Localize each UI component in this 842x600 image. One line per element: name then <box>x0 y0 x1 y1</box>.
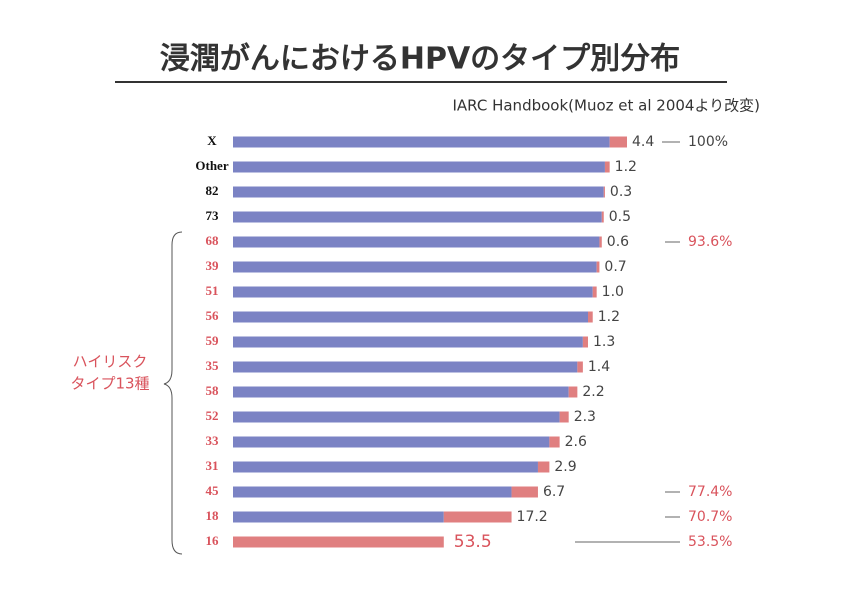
chart-title: 浸潤がんにおけるHPVのタイプ別分布 <box>160 42 680 77</box>
cumulative-label: 70.7% <box>688 509 732 525</box>
category-label: 45 <box>206 483 220 498</box>
bar <box>604 161 610 173</box>
cumulative-bar <box>233 336 583 348</box>
bar <box>537 461 550 473</box>
cumulative-bar <box>233 286 593 298</box>
category-label: 18 <box>206 508 220 523</box>
bar <box>443 511 512 523</box>
chart-subtitle: IARC Handbook(Muoz et al 2004より改変) <box>452 97 760 115</box>
cumulative-label: 100% <box>688 134 728 150</box>
category-label: 51 <box>206 283 219 298</box>
cumulative-bar <box>233 486 512 498</box>
cumulative-bar <box>233 261 597 273</box>
value-label: 17.2 <box>517 509 548 525</box>
value-label: 1.4 <box>588 359 610 375</box>
cumulative-bar <box>233 136 610 148</box>
value-label: 4.4 <box>632 134 654 150</box>
category-label: 16 <box>206 533 220 548</box>
category-label: 73 <box>206 208 220 223</box>
cumulative-bar <box>233 361 578 373</box>
category-label: 68 <box>206 233 220 248</box>
group-label: タイプ13種 <box>70 375 149 393</box>
bar <box>511 486 538 498</box>
category-label: 33 <box>206 433 220 448</box>
category-label: X <box>207 133 217 148</box>
bar <box>233 536 444 548</box>
cumulative-bar <box>233 311 588 323</box>
cumulative-label: 93.6% <box>688 234 732 250</box>
cumulative-bar <box>233 436 550 448</box>
cumulative-bar <box>233 386 569 398</box>
category-label: 56 <box>206 308 220 323</box>
value-label: 2.2 <box>582 384 604 400</box>
group-label: ハイリスク <box>73 353 148 371</box>
bar <box>592 286 597 298</box>
category-label: 39 <box>206 258 220 273</box>
value-label: 0.5 <box>609 209 631 225</box>
value-label: 1.3 <box>593 334 615 350</box>
category-label: 82 <box>206 183 219 198</box>
category-label: 35 <box>206 358 220 373</box>
category-label: 58 <box>206 383 220 398</box>
value-label: 1.2 <box>615 159 637 175</box>
cumulative-bar <box>233 511 444 523</box>
bar <box>596 261 600 273</box>
value-label: 6.7 <box>543 484 565 500</box>
value-label: 1.0 <box>602 284 624 300</box>
cumulative-bar <box>233 186 604 198</box>
cumulative-bar <box>233 211 602 223</box>
bar <box>601 211 604 223</box>
bar <box>603 186 605 198</box>
bar <box>568 386 578 398</box>
value-label: 2.3 <box>574 409 596 425</box>
bar <box>577 361 583 373</box>
value-label: 0.3 <box>610 184 632 200</box>
bar <box>587 311 593 323</box>
category-label: Other <box>195 158 228 173</box>
cumulative-bar <box>233 461 538 473</box>
bar <box>599 236 602 248</box>
category-label: 52 <box>206 408 219 423</box>
cumulative-bar <box>233 236 600 248</box>
cumulative-bar <box>233 161 605 173</box>
value-label: 0.6 <box>607 234 629 250</box>
value-label: 0.7 <box>604 259 626 275</box>
value-label: 2.9 <box>554 459 576 475</box>
value-label: 2.6 <box>565 434 587 450</box>
value-label: 1.2 <box>598 309 620 325</box>
bar <box>549 436 560 448</box>
bar <box>559 411 569 423</box>
bar <box>582 336 588 348</box>
category-label: 59 <box>206 333 220 348</box>
group-bracket <box>163 231 183 555</box>
cumulative-label: 53.5% <box>688 534 732 550</box>
cumulative-label: 77.4% <box>688 484 732 500</box>
category-label: 31 <box>206 458 219 473</box>
value-label: 53.5 <box>454 532 492 552</box>
cumulative-bar <box>233 411 560 423</box>
bar <box>609 136 627 148</box>
